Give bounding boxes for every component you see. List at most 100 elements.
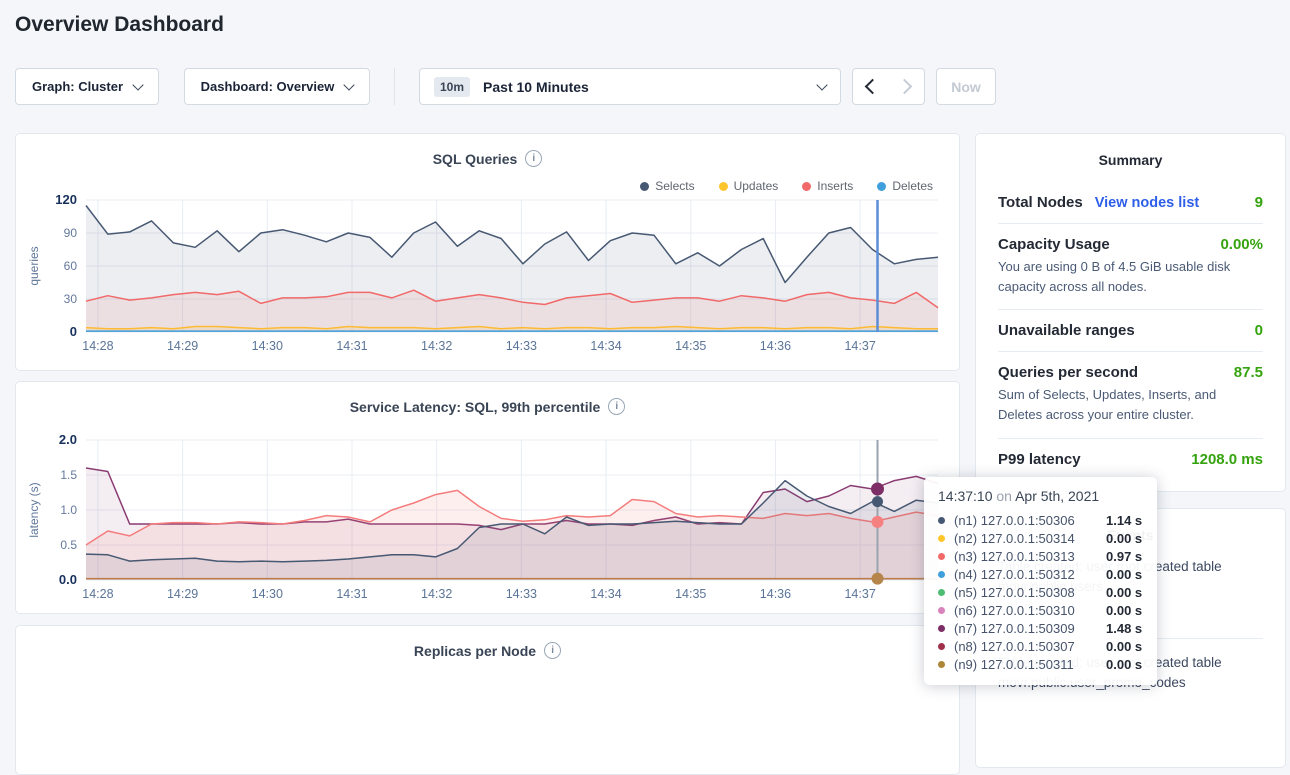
node-color-dot-icon [938,642,945,650]
legend-item[interactable]: Updates [718,179,779,193]
svg-text:0.5: 0.5 [60,538,77,552]
chevron-down-icon [343,78,355,91]
summary-label: P99 latency [998,450,1081,468]
svg-text:14:37: 14:37 [844,587,875,601]
node-color-dot-icon [938,570,945,578]
view-nodes-list-link[interactable]: View nodes list [1094,195,1200,211]
svg-text:14:29: 14:29 [167,339,198,353]
svg-text:14:35: 14:35 [675,587,706,601]
node-color-dot-icon [938,588,945,596]
svg-text:14:28: 14:28 [82,339,113,353]
summary-row-total-nodes: Total Nodes View nodes list 9 [998,182,1263,223]
summary-row-capacity: Capacity Usage 0.00% [998,224,1263,265]
chart-title: Service Latency: SQL, 99th percentile [349,398,601,415]
node-color-dot-icon [938,552,945,560]
tooltip-node-value: 0.00 s [1106,656,1143,672]
svg-text:14:31: 14:31 [336,339,367,353]
summary-value: 0 [1254,322,1263,340]
divider [998,223,1263,224]
svg-text:14:31: 14:31 [336,587,367,601]
svg-text:0: 0 [70,324,77,339]
chevron-down-icon [816,78,828,91]
summary-value: 0.00% [1220,236,1263,253]
tooltip-row: (n5) 127.0.0.1:50308 0.00 s [938,583,1143,601]
sql-queries-chart[interactable]: 14:28 14:29 14:30 14:31 14:32 14:33 14:34 14:35… [24,190,952,358]
tooltip-node-label: (n4) 127.0.0.1:50312 [954,566,1075,582]
next-time-button[interactable] [888,68,925,105]
chevron-right-icon [896,78,913,95]
svg-text:14:37: 14:37 [844,339,875,353]
summary-label: Total Nodes [998,194,1083,211]
sql-queries-title-row: SQL Queries i [16,134,959,167]
tooltip-node-value: 0.00 s [1106,584,1143,600]
svg-text:60: 60 [64,259,78,273]
tooltip-timestamp: 14:37:10 on Apr 5th, 2021 [938,488,1143,504]
svg-text:0.0: 0.0 [59,572,77,587]
now-button[interactable]: Now [936,68,996,105]
summary-row-p99: P99 latency 1208.0 ms [998,439,1263,480]
tooltip-node-label: (n9) 127.0.0.1:50311 [954,656,1074,672]
summary-description: Sum of Selects, Updates, Inserts, and De… [998,387,1217,423]
chart-title: SQL Queries [432,150,518,167]
tooltip-time: 14:37:10 [938,488,993,504]
divider [998,351,1263,353]
svg-text:90: 90 [64,226,78,240]
info-icon[interactable]: i [525,150,543,167]
chart-title: Replicas per Node [413,642,537,659]
chevron-left-icon [864,78,880,95]
service-latency-panel: Service Latency: SQL, 99th percentile i … [15,381,960,614]
svg-text:14:30: 14:30 [252,587,283,601]
tooltip-node-label: (n7) 127.0.0.1:50309 [954,620,1075,636]
node-color-dot-icon [938,534,945,542]
legend-label: Updates [733,179,779,193]
legend-label: Deletes [892,179,933,193]
tooltip-node-value: 1.14 s [1106,512,1143,528]
page-title: Overview Dashboard [15,13,224,36]
tooltip-on: on [996,488,1012,504]
sql-queries-panel: SQL Queries i Selects Updates Inserts Delet… [15,133,960,371]
svg-text:14:35: 14:35 [675,339,706,353]
tooltip-node-value: 0.00 s [1106,638,1143,654]
graph-dropdown[interactable]: Graph: Cluster [15,68,159,105]
svg-text:14:34: 14:34 [590,587,621,601]
svg-text:120: 120 [55,192,77,207]
tooltip-node-value: 1.48 s [1106,620,1143,636]
chevron-down-icon [132,78,144,91]
time-range-selector[interactable]: 10m Past 10 Minutes [419,68,841,105]
tooltip-row: (n4) 127.0.0.1:50312 0.00 s [938,565,1143,583]
summary-description: You are using 0 B of 4.5 GiB usable disk… [998,259,1231,295]
info-icon[interactable]: i [608,398,626,415]
prev-time-button[interactable] [852,68,889,105]
divider [394,68,395,105]
service-latency-chart[interactable]: 14:28 14:29 14:30 14:31 14:32 14:33 14:34 14:35… [24,430,952,606]
legend-item[interactable]: Inserts [802,179,853,193]
svg-text:14:28: 14:28 [82,587,113,601]
tooltip-row: (n3) 127.0.0.1:50313 0.97 s [938,547,1143,565]
chart-hover-tooltip: 14:37:10 on Apr 5th, 2021 (n1) 127.0.0.1… [924,477,1157,685]
tooltip-node-value: 0.97 s [1106,548,1143,564]
svg-text:14:33: 14:33 [506,587,537,601]
info-icon[interactable]: i [544,642,562,659]
tooltip-row: (n8) 127.0.0.1:50307 0.00 s [938,637,1143,655]
legend-item[interactable]: Deletes [877,179,933,193]
node-color-dot-icon [938,606,945,614]
time-range-badge: 10m [434,76,471,97]
svg-text:14:30: 14:30 [252,339,283,353]
summary-value: 9 [1254,194,1263,211]
tooltip-rows: (n1) 127.0.0.1:50306 1.14 s (n2) 127.0.0.1… [938,511,1143,673]
svg-text:14:29: 14:29 [167,587,198,601]
summary-value: 87.5 [1233,364,1263,382]
dashboard-dropdown[interactable]: Dashboard: Overview [184,68,370,105]
tooltip-node-label: (n1) 127.0.0.1:50306 [954,512,1075,528]
legend-dot-icon [640,181,650,191]
legend-item[interactable]: Selects [640,179,695,193]
tooltip-date: Apr 5th, 2021 [1015,488,1100,504]
sql-queries-legend: Selects Updates Inserts Deletes [640,179,933,193]
tooltip-node-value: 0.00 s [1106,602,1143,618]
divider [998,437,1263,439]
svg-text:14:32: 14:32 [421,587,452,601]
summary-value: 1208.0 ms [1191,450,1263,468]
tooltip-row: (n2) 127.0.0.1:50314 0.00 s [938,529,1143,547]
tooltip-node-label: (n6) 127.0.0.1:50310 [954,602,1075,618]
tooltip-row: (n6) 127.0.0.1:50310 0.00 s [938,601,1143,619]
